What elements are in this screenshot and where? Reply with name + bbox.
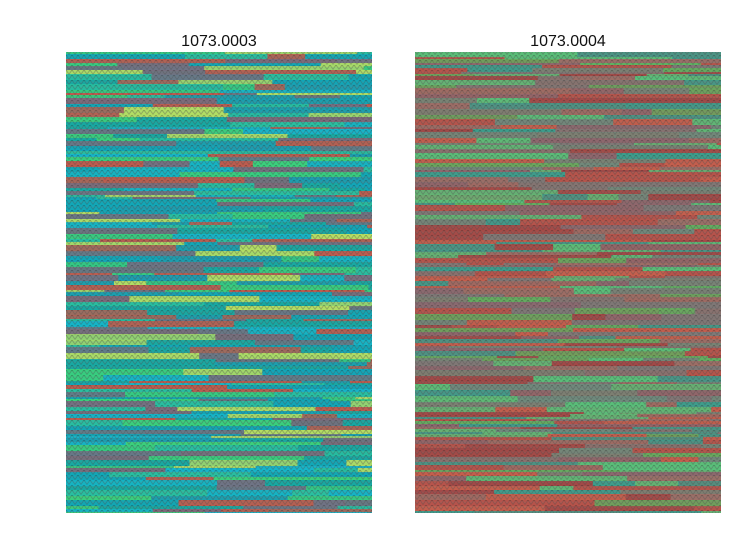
yarn-swatch-image <box>415 52 721 513</box>
yarn-swatch-image <box>66 52 372 513</box>
swatch-label: 1073.0004 <box>530 33 606 50</box>
yarn-stripe <box>367 225 372 229</box>
knit-texture <box>415 52 721 513</box>
swatch-label: 1073.0003 <box>181 33 257 50</box>
knit-texture <box>66 52 372 513</box>
yarn-stripe <box>364 290 372 293</box>
